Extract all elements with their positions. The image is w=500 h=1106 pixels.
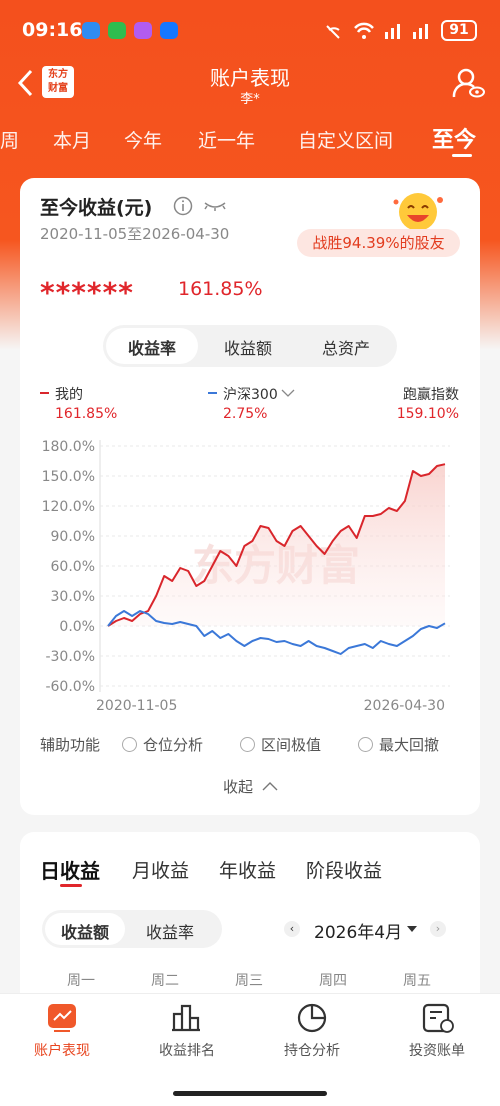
weekday: 周二 <box>151 973 179 989</box>
legend-name[interactable]: 沪深300 <box>223 387 278 403</box>
nav-item[interactable]: 持仓分析 <box>284 1043 340 1059</box>
card-title: 至今收益(元) <box>40 197 153 219</box>
y-tick-label: 180.0% <box>42 439 95 455</box>
segment-active-bg <box>106 328 198 364</box>
info-eye-icons[interactable] <box>172 195 232 217</box>
segment[interactable]: 总资产 <box>321 339 370 358</box>
y-tick-label: 90.0% <box>51 529 95 545</box>
weekday: 周一 <box>67 973 95 989</box>
legend-swatch <box>208 392 217 394</box>
tab-indicator <box>452 154 472 157</box>
battery: 91 <box>441 20 477 41</box>
x-tick-label: 2026-04-30 <box>364 698 445 714</box>
signal-icons <box>326 22 428 39</box>
aux-option[interactable]: 最大回撤 <box>379 736 440 754</box>
legend-value: 161.85% <box>55 406 118 422</box>
legend-name: 我的 <box>55 387 83 403</box>
nav-item[interactable]: 投资账单 <box>409 1043 465 1059</box>
period-tab[interactable]: 今年 <box>124 130 163 152</box>
aux-label: 辅助功能 <box>40 736 101 754</box>
tab-indicator <box>60 884 82 887</box>
radio[interactable] <box>240 737 255 752</box>
home-indicator <box>173 1091 327 1096</box>
summary-card <box>20 178 480 815</box>
weekday: 周五 <box>403 973 431 989</box>
user-icon[interactable] <box>452 66 486 100</box>
daily-tab[interactable]: 月收益 <box>132 860 190 882</box>
radio[interactable] <box>358 737 373 752</box>
dropdown-icon <box>407 926 417 932</box>
segment[interactable]: 收益率 <box>127 339 176 358</box>
daily-tab[interactable]: 年收益 <box>219 860 277 882</box>
rank-badge: 战胜94.39%的股友 <box>297 229 460 257</box>
masked-amount[interactable]: ****** <box>40 276 134 309</box>
radio[interactable] <box>122 737 137 752</box>
period-tab-active[interactable]: 至今 <box>432 128 477 153</box>
page-title: 账户表现 <box>210 66 290 90</box>
page-subtitle: 李* <box>240 92 260 107</box>
line <box>107 610 446 655</box>
emoji <box>393 193 443 231</box>
legend-value: 2.75% <box>223 406 268 422</box>
period-tab[interactable]: 近一年 <box>198 130 256 152</box>
y-tick-label: 150.0% <box>42 469 95 485</box>
collapse-icon <box>262 782 278 791</box>
toggle-option[interactable]: 收益率 <box>145 923 194 942</box>
period-tab[interactable]: 自定义区间 <box>298 130 394 152</box>
date-range: 2020-11-05至2026-04-30 <box>40 225 230 243</box>
period-tab[interactable]: 本月 <box>53 130 92 152</box>
y-tick-label: 30.0% <box>51 589 95 605</box>
y-tick-label: 60.0% <box>51 559 95 575</box>
toggle-option[interactable]: 收益额 <box>60 923 109 942</box>
legend-value: 159.10% <box>396 406 459 422</box>
nav-item-active[interactable]: 账户表现 <box>34 1043 90 1059</box>
nav-item[interactable]: 收益排名 <box>159 1043 215 1059</box>
collapse-button[interactable]: 收起 <box>223 778 254 796</box>
area <box>108 464 445 626</box>
y-tick-label: 0.0% <box>59 619 95 635</box>
weekday: 周三 <box>235 973 263 989</box>
bottom-nav <box>0 993 500 1106</box>
line <box>107 463 446 627</box>
legend-name: 跑赢指数 <box>403 387 459 403</box>
nav-icons <box>48 1003 454 1033</box>
status-time: 09:16 <box>22 19 83 41</box>
logo: 东方 财富 <box>42 66 74 98</box>
y-tick-label: 120.0% <box>42 499 95 515</box>
next-month[interactable]: › <box>430 921 446 937</box>
total-return: 161.85% <box>178 278 263 300</box>
aux-option[interactable]: 仓位分析 <box>143 736 204 754</box>
daily-tab-active[interactable]: 日收益 <box>40 859 100 883</box>
period-tab[interactable]: 周 <box>0 130 20 152</box>
back-button[interactable] <box>14 68 38 98</box>
y-tick-label: -60.0% <box>45 679 95 695</box>
dropdown-icon <box>281 389 295 397</box>
y-tick-label: -30.0% <box>45 649 95 665</box>
aux-option[interactable]: 区间极值 <box>261 736 322 754</box>
toggle-active-bg <box>45 913 125 945</box>
segment[interactable]: 收益额 <box>223 339 272 358</box>
daily-tab[interactable]: 阶段收益 <box>306 860 383 882</box>
prev-month[interactable]: ‹ <box>284 921 300 937</box>
status-icons <box>82 22 178 39</box>
legend-swatch <box>40 392 49 394</box>
weekday: 周四 <box>319 973 347 989</box>
x-tick-label: 2020-11-05 <box>96 698 177 714</box>
month-picker[interactable]: 2026年4月 <box>314 923 403 943</box>
